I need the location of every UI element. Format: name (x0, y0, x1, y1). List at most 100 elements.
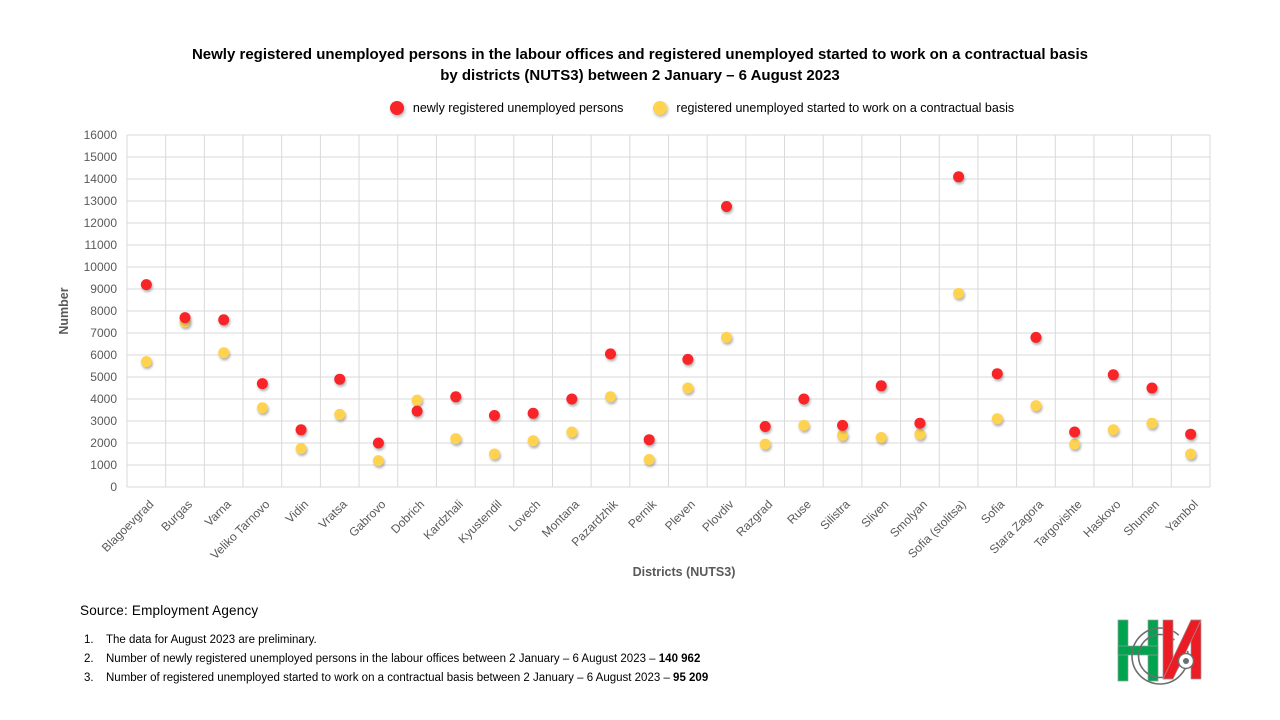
data-point-started-work (1185, 448, 1197, 460)
data-point-started-work (682, 382, 694, 394)
data-point-newly-registered (334, 373, 346, 385)
footnote-3: 3. Number of registered unemployed start… (84, 669, 708, 688)
data-point-started-work (256, 402, 268, 414)
data-point-newly-registered (721, 201, 733, 212)
data-point-started-work (914, 428, 926, 440)
x-axis-label: Yambol (1163, 497, 1201, 535)
data-point-started-work (798, 419, 810, 431)
y-axis-tick-label: 16000 (84, 128, 118, 142)
y-axis-tick-label: 15000 (84, 150, 118, 164)
nsi-logo (1117, 614, 1214, 685)
footnote-text: Number of registered unemployed started … (106, 672, 674, 684)
data-point-started-work (218, 347, 230, 359)
data-point-newly-registered (875, 380, 887, 392)
data-point-newly-registered (1146, 382, 1158, 394)
x-axis-title: Districts (NUTS3) (633, 565, 736, 579)
data-point-started-work (1107, 424, 1119, 436)
data-point-newly-registered (488, 410, 500, 421)
data-point-newly-registered (527, 407, 539, 419)
x-axis-label: Silistra (817, 497, 853, 533)
data-point-started-work (1030, 400, 1042, 412)
y-axis-tick-label: 5000 (90, 370, 117, 384)
data-point-started-work (837, 429, 849, 441)
footnote-number: 3. (84, 672, 94, 684)
data-point-newly-registered (218, 314, 230, 326)
chart-title-line1: Newly registered unemployed persons in t… (191, 46, 1089, 63)
x-axis-label: Shumen (1121, 497, 1163, 539)
footnote-number: 2. (84, 653, 94, 665)
x-axis-label: Sofia (978, 497, 1007, 526)
footnote-text: Number of newly registered unemployed pe… (106, 653, 659, 665)
chart-title-line2: by districts (NUTS3) between 2 January –… (440, 67, 840, 84)
legend-label: newly registered unemployed persons (412, 101, 624, 115)
y-axis-tick-label: 14000 (84, 172, 118, 186)
x-axis-label: Vidin (283, 497, 312, 526)
y-axis-tick-label: 13000 (84, 194, 118, 208)
footnote-total: 140 962 (658, 653, 701, 665)
data-point-newly-registered (140, 279, 152, 291)
y-axis-tick-label: 11000 (85, 238, 118, 252)
legend-item-newly-registered[interactable]: newly registered unemployed persons (389, 101, 624, 115)
data-point-newly-registered (759, 421, 771, 432)
data-point-newly-registered (604, 348, 616, 360)
y-axis-tick-label: 2000 (90, 436, 117, 450)
data-point-newly-registered (566, 393, 578, 405)
data-point-newly-registered (256, 378, 268, 390)
x-axis-label: Gabrovo (346, 497, 389, 540)
data-point-newly-registered (837, 419, 849, 431)
legend-label: registered unemployed started to work on… (676, 101, 1015, 115)
data-point-started-work (140, 356, 152, 368)
data-point-newly-registered (411, 405, 423, 417)
data-point-started-work (991, 413, 1003, 425)
data-point-started-work (759, 438, 771, 450)
x-axis-label: Blagoevgrad (99, 497, 157, 555)
yellow-dot-marker-icon (653, 101, 668, 115)
y-axis-tick-label: 1000 (90, 458, 117, 472)
logo-letter-i-red (1162, 619, 1202, 680)
data-point-started-work (295, 443, 307, 454)
data-point-newly-registered (450, 391, 462, 403)
x-axis-label: Razgrad (733, 497, 775, 539)
data-point-newly-registered (1107, 369, 1119, 381)
data-point-newly-registered (1069, 426, 1081, 438)
y-axis-tick-label: 7000 (90, 326, 117, 340)
data-point-started-work (604, 391, 616, 403)
data-point-started-work (953, 287, 965, 299)
data-point-newly-registered (372, 437, 384, 449)
footnote-2: 2. Number of newly registered unemployed… (84, 650, 708, 669)
red-dot-marker-icon (389, 101, 404, 115)
logo-small-circle (1177, 652, 1195, 670)
y-axis-tick-label: 8000 (90, 304, 117, 318)
data-point-started-work (450, 433, 462, 445)
y-axis-tick-label: 10000 (84, 260, 118, 274)
x-axis-label: Haskovo (1081, 497, 1124, 540)
data-point-started-work (411, 394, 423, 406)
data-point-newly-registered (914, 417, 926, 429)
data-point-started-work (721, 331, 733, 343)
data-point-newly-registered (179, 312, 191, 324)
y-axis-tick-label: 9000 (90, 282, 117, 296)
data-point-started-work (643, 454, 655, 465)
y-axis-tick-label: 3000 (90, 414, 117, 428)
x-axis-label: Lovech (506, 497, 543, 534)
data-point-newly-registered (1185, 428, 1197, 440)
x-axis-label: Sliven (858, 497, 891, 530)
data-point-newly-registered (643, 434, 655, 446)
data-point-started-work (334, 408, 346, 420)
chart-legend: newly registered unemployed persons regi… (62, 101, 1280, 115)
data-point-newly-registered (991, 368, 1003, 380)
x-axis-label: Varna (202, 497, 234, 529)
y-axis-tick-label: 4000 (90, 392, 117, 406)
data-point-started-work (875, 432, 887, 443)
x-axis-label: Burgas (158, 497, 195, 534)
y-axis-tick-label: 12000 (84, 216, 118, 230)
footnote-text: The data for August 2023 are preliminary… (106, 634, 317, 646)
footnotes: 1. The data for August 2023 are prelimin… (84, 631, 708, 688)
data-point-newly-registered (682, 353, 694, 365)
footnote-number: 1. (84, 634, 94, 646)
legend-item-started-work[interactable]: registered unemployed started to work on… (653, 101, 1014, 115)
x-axis-label: Vratsa (316, 497, 350, 531)
x-axis-label: Pleven (662, 497, 698, 533)
